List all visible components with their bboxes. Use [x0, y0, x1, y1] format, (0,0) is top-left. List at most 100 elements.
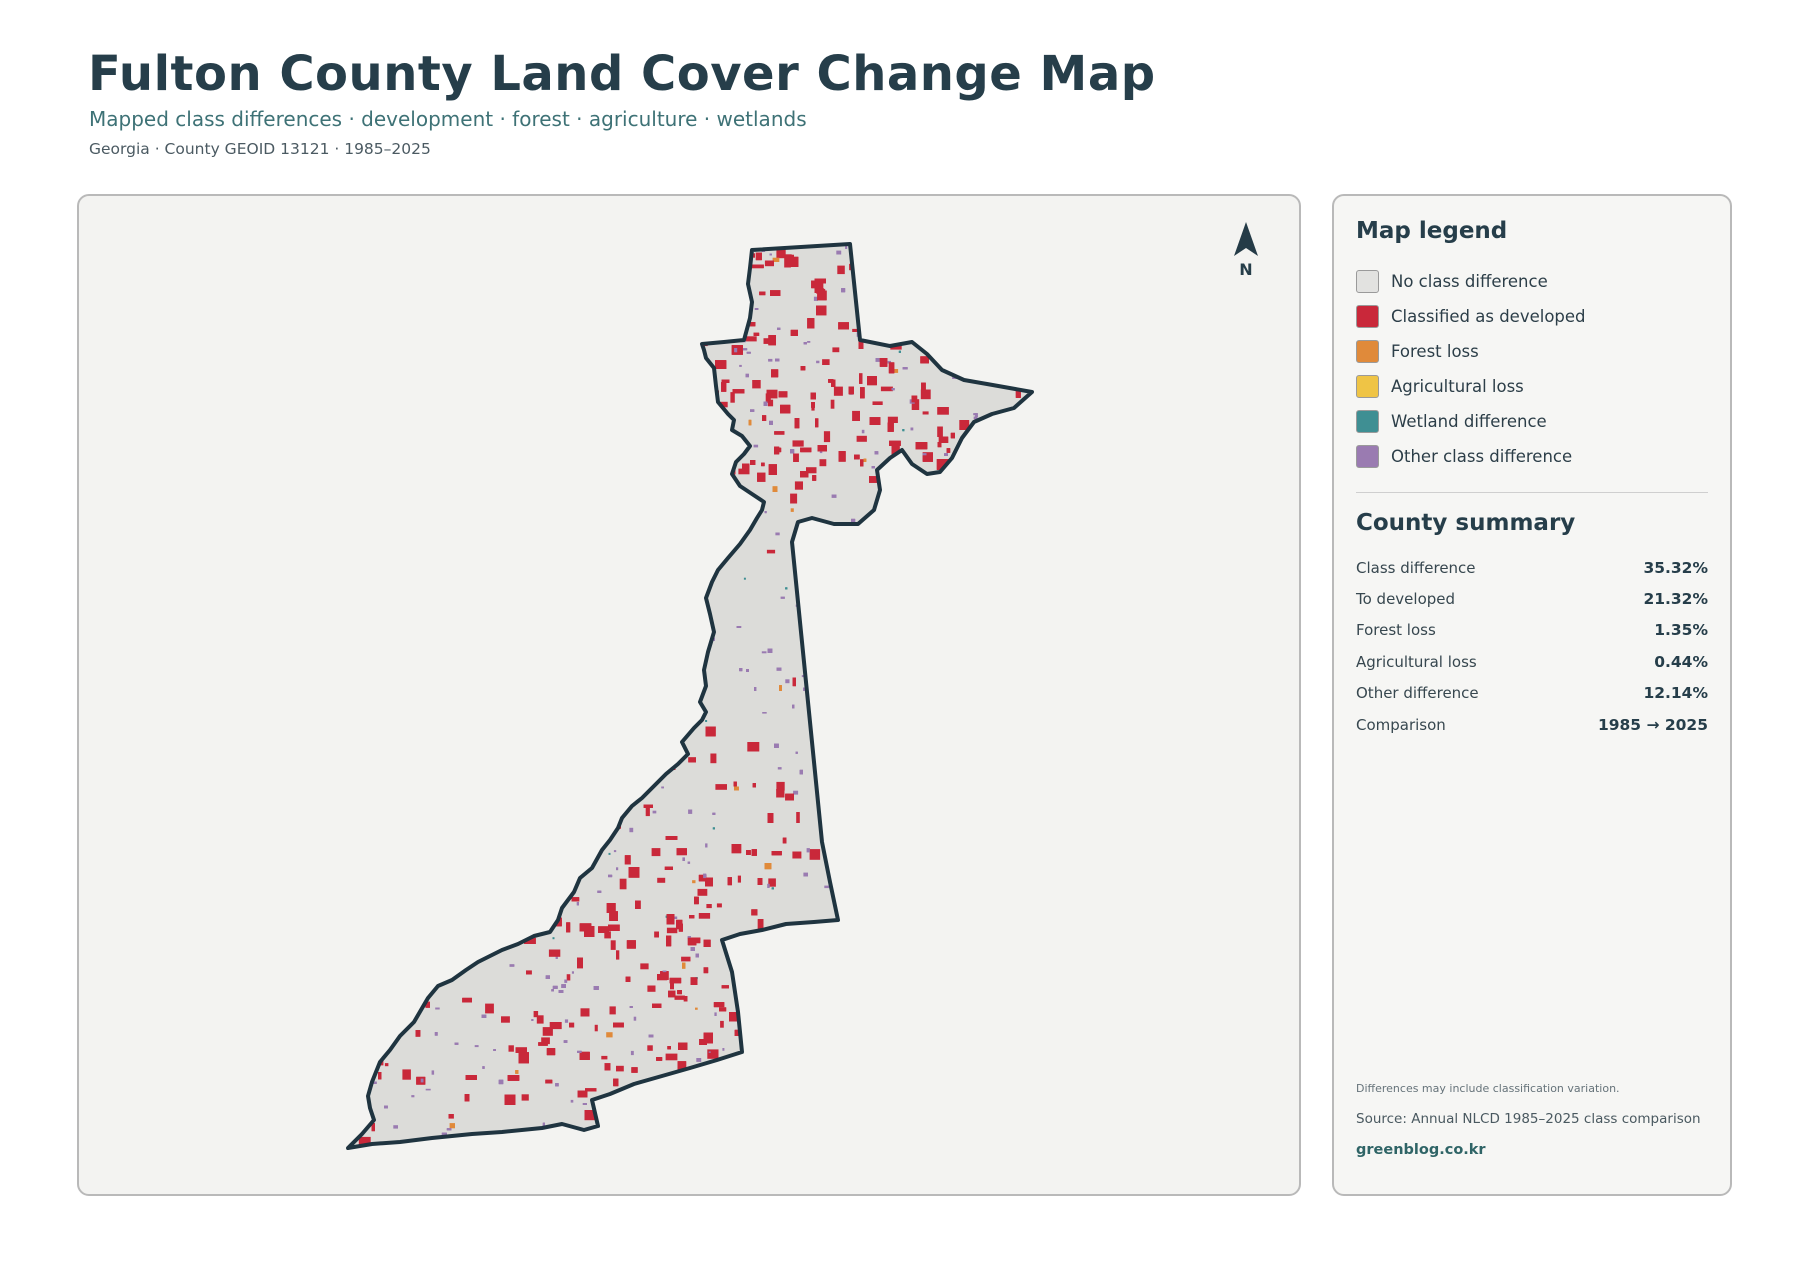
change-pixel [383, 370, 394, 379]
change-pixel [1003, 1113, 1008, 1117]
change-pixel [445, 357, 449, 362]
change-pixel [919, 914, 925, 924]
change-pixel [723, 1085, 729, 1090]
change-pixel [436, 433, 442, 440]
change-pixel [755, 252, 762, 261]
change-pixel [706, 263, 711, 267]
change-pixel [685, 471, 695, 478]
change-pixel [855, 751, 859, 756]
change-pixel [690, 1073, 694, 1078]
change-pixel [681, 604, 686, 610]
change-pixel [531, 881, 534, 884]
change-pixel [985, 991, 992, 1000]
change-pixel [881, 297, 893, 307]
change-pixel [576, 480, 582, 487]
change-pixel [531, 820, 536, 825]
change-pixel [914, 260, 919, 265]
change-pixel [819, 450, 823, 454]
change-pixel [558, 648, 561, 651]
change-pixel [738, 1150, 742, 1156]
change-pixel [442, 447, 454, 456]
change-pixel [373, 779, 376, 783]
change-pixel [980, 346, 986, 352]
change-pixel [718, 1099, 727, 1109]
change-pixel [901, 603, 912, 613]
change-pixel [867, 872, 873, 877]
change-pixel [629, 583, 632, 588]
change-pixel [651, 359, 655, 363]
change-pixel [617, 603, 622, 612]
change-pixel [531, 608, 539, 617]
change-pixel [897, 313, 903, 321]
change-pixel [1006, 1091, 1012, 1096]
change-pixel [734, 786, 739, 791]
change-pixel [661, 543, 666, 548]
change-pixel [745, 373, 749, 378]
change-pixel [415, 417, 420, 421]
change-pixel [841, 786, 847, 791]
change-pixel [936, 459, 949, 470]
change-pixel [627, 441, 632, 447]
change-pixel [890, 260, 895, 264]
change-pixel [559, 426, 570, 436]
change-pixel [360, 424, 366, 432]
change-pixel [828, 826, 832, 829]
change-pixel [442, 946, 450, 956]
change-pixel [457, 290, 461, 297]
change-pixel [348, 565, 350, 570]
map-panel[interactable] [77, 194, 1301, 1196]
change-pixel [767, 648, 773, 653]
change-pixel [501, 602, 513, 606]
change-pixel [811, 280, 824, 289]
change-pixel [415, 1030, 421, 1037]
change-pixel [845, 246, 848, 249]
change-pixel [746, 351, 751, 354]
change-pixel [344, 1033, 347, 1035]
change-pixel [622, 398, 627, 406]
change-pixel [461, 518, 466, 521]
change-pixel [485, 465, 490, 474]
change-pixel [348, 973, 354, 983]
change-pixel [545, 1079, 553, 1084]
change-pixel [489, 889, 493, 894]
change-pixel [676, 848, 687, 856]
change-pixel [859, 835, 862, 840]
change-pixel [979, 365, 986, 372]
change-pixel [581, 656, 585, 660]
change-pixel [491, 351, 501, 362]
change-pixel [930, 1141, 934, 1145]
change-pixel [572, 416, 576, 420]
change-pixel [961, 908, 965, 917]
change-pixel [411, 1095, 415, 1098]
change-pixel [481, 747, 484, 751]
change-pixel [462, 465, 475, 474]
summary-row: Comparison 1985 → 2025 [1356, 709, 1708, 740]
change-pixel [461, 518, 466, 521]
change-pixel [682, 516, 689, 523]
county-boundary [346, 242, 1034, 1150]
change-pixel [610, 397, 620, 402]
change-pixel [688, 809, 693, 814]
change-pixel [348, 565, 350, 570]
change-pixel [608, 456, 618, 461]
change-pixel [1015, 538, 1019, 543]
change-pixel [491, 357, 500, 367]
change-pixel [650, 265, 662, 276]
change-pixel [529, 280, 542, 285]
change-pixel [824, 1136, 827, 1139]
site-link[interactable]: greenblog.co.kr [1356, 1142, 1486, 1158]
change-pixel [983, 321, 991, 327]
change-pixel [438, 539, 442, 543]
change-pixel [635, 431, 638, 434]
change-pixel [395, 356, 404, 367]
change-pixel [383, 429, 394, 436]
change-pixel [350, 698, 355, 701]
change-pixel [849, 853, 855, 860]
change-pixel [1035, 345, 1041, 356]
county-map[interactable] [79, 196, 1301, 1196]
change-pixel [785, 679, 790, 684]
change-pixel [613, 263, 623, 274]
change-pixel [668, 990, 676, 998]
change-pixel [965, 853, 975, 865]
change-pixel [537, 461, 549, 473]
